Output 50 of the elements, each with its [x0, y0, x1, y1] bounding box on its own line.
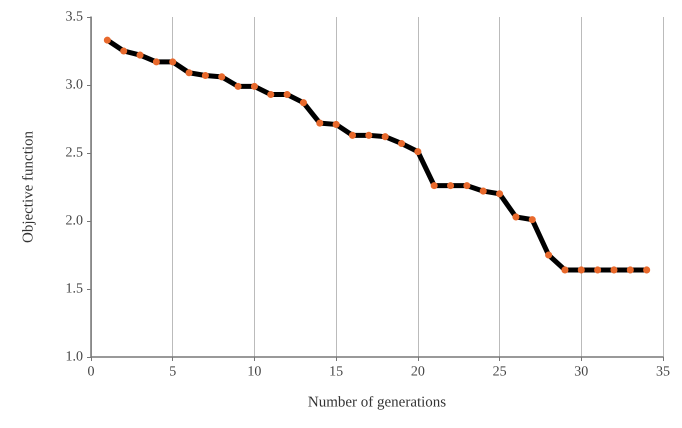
point — [447, 182, 454, 190]
point — [643, 266, 650, 274]
point — [169, 58, 176, 66]
x-tick-label: 20 — [410, 364, 425, 380]
point — [136, 52, 144, 59]
point — [512, 213, 520, 220]
x-tick-label: 35 — [656, 364, 670, 380]
x-tick-label: 5 — [169, 364, 176, 380]
point — [414, 148, 422, 156]
x-tick-label: 10 — [247, 364, 262, 380]
y-axis-title: Objective function — [20, 130, 36, 244]
point — [300, 99, 307, 106]
point — [382, 133, 389, 140]
point — [463, 182, 470, 190]
point — [284, 91, 291, 98]
point — [332, 120, 340, 128]
point — [120, 48, 128, 54]
point — [250, 82, 258, 90]
point — [202, 72, 209, 79]
x-tick-label: 30 — [574, 364, 588, 380]
x-tick-label: 0 — [88, 364, 94, 380]
y-tick-label: 2.0 — [66, 214, 83, 228]
point — [594, 266, 602, 274]
point — [528, 216, 536, 224]
point — [578, 266, 585, 274]
y-tick-label: 2.5 — [66, 146, 83, 160]
y-tick-label: 1.5 — [66, 282, 83, 296]
point — [218, 73, 226, 80]
point — [545, 252, 552, 258]
point — [267, 91, 274, 98]
point — [104, 36, 111, 44]
x-tick-label: 25 — [492, 364, 507, 380]
y-tick-label: 1.0 — [66, 350, 83, 364]
point — [365, 132, 372, 139]
y-tick-label: 3.5 — [66, 10, 83, 24]
point — [316, 120, 324, 127]
point — [234, 82, 242, 90]
point — [398, 140, 406, 147]
point — [496, 190, 504, 198]
point — [626, 266, 634, 274]
point — [152, 58, 160, 66]
point — [348, 132, 356, 139]
point — [561, 266, 568, 274]
point — [186, 69, 193, 76]
x-axis-title: Number of generations — [308, 394, 446, 410]
point — [430, 182, 438, 190]
point — [480, 188, 487, 195]
y-tick-label: 3.0 — [66, 78, 83, 92]
x-tick-label: 15 — [329, 364, 344, 380]
point — [610, 266, 618, 274]
